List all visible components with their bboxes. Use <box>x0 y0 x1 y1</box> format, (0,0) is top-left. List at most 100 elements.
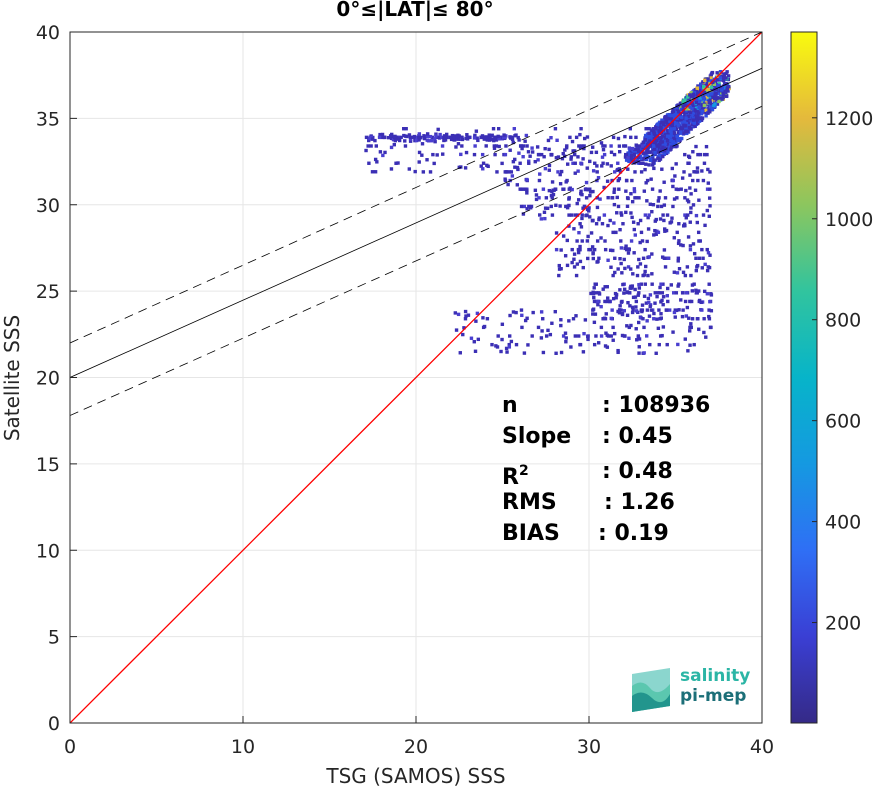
density-cell <box>694 288 698 292</box>
density-cell <box>655 317 659 321</box>
density-cell <box>693 87 698 92</box>
density-cell <box>559 318 563 322</box>
density-cell <box>682 222 687 226</box>
colorbar-ticks: 200 400 600 800 1000 1200 <box>812 108 873 635</box>
density-cell <box>630 215 634 220</box>
density-cell <box>407 133 412 137</box>
density-cell <box>663 229 667 233</box>
density-cell <box>565 162 570 166</box>
density-cell <box>694 100 699 105</box>
density-cell <box>526 343 530 347</box>
density-cell <box>651 161 656 165</box>
density-cell <box>544 334 549 338</box>
density-cell <box>618 170 623 174</box>
density-cell <box>647 163 651 167</box>
density-cell <box>578 222 582 226</box>
density-cell <box>684 121 688 126</box>
density-cell <box>639 230 644 235</box>
density-cell <box>679 103 684 107</box>
density-cell <box>681 243 685 248</box>
density-cell <box>704 88 709 92</box>
density-cell <box>709 75 713 79</box>
density-cell <box>547 163 552 168</box>
density-cell <box>538 213 542 217</box>
density-cell <box>634 196 639 200</box>
density-cell <box>660 291 665 295</box>
density-cell <box>669 283 673 287</box>
density-cell <box>638 218 643 223</box>
density-cell <box>693 106 697 110</box>
density-cell <box>660 167 664 171</box>
density-cell <box>676 123 680 127</box>
stat-n-value: : 108936 <box>602 393 711 418</box>
density-cell <box>647 255 651 259</box>
density-cell <box>661 325 666 329</box>
density-cell <box>616 204 621 209</box>
density-cell <box>514 310 518 315</box>
density-cell <box>708 204 712 208</box>
density-cell <box>539 217 544 221</box>
density-cell <box>726 74 731 78</box>
density-cell <box>575 213 580 217</box>
density-cell <box>648 293 653 297</box>
density-cell <box>669 118 673 122</box>
density-cell <box>616 178 620 183</box>
density-cell <box>375 160 379 164</box>
density-cell <box>690 90 694 95</box>
density-cell <box>665 286 670 291</box>
density-cell <box>670 166 675 171</box>
density-cell <box>616 348 620 353</box>
density-cell <box>691 94 695 99</box>
density-cell <box>642 273 647 277</box>
density-cell <box>526 150 531 154</box>
density-cell <box>599 325 604 330</box>
density-cell <box>609 144 613 148</box>
density-cell <box>637 257 641 262</box>
density-cell <box>579 161 583 165</box>
density-cell <box>597 256 601 260</box>
density-cell <box>509 339 514 344</box>
density-cell <box>564 340 568 344</box>
density-cell <box>588 159 592 164</box>
density-cell <box>557 267 562 271</box>
density-cell <box>684 107 689 111</box>
density-cell <box>543 146 547 151</box>
density-cell <box>683 113 687 117</box>
density-cell <box>516 167 520 172</box>
density-cell <box>585 239 590 243</box>
density-cell <box>592 342 597 347</box>
density-cell <box>580 239 584 243</box>
density-cell <box>717 99 721 104</box>
density-cell <box>654 351 658 355</box>
density-cell <box>624 178 629 183</box>
density-cell <box>556 155 561 159</box>
density-cell <box>615 195 619 200</box>
density-cell <box>697 105 701 110</box>
density-cell <box>500 135 504 140</box>
density-cell <box>640 156 644 161</box>
density-cell <box>718 70 723 74</box>
density-cell <box>653 140 658 144</box>
density-cell <box>689 210 693 215</box>
density-cell <box>697 99 702 104</box>
density-cell <box>677 308 681 312</box>
density-cell <box>660 255 665 259</box>
density-cell <box>697 85 701 89</box>
density-cell <box>553 187 558 191</box>
density-cell <box>627 146 632 150</box>
y-tick-label: 15 <box>36 454 60 476</box>
density-cell <box>588 215 592 219</box>
density-cell <box>705 92 709 96</box>
density-cell <box>645 199 649 203</box>
density-cell <box>708 253 712 257</box>
density-cell <box>586 337 590 342</box>
density-cell <box>662 148 667 153</box>
density-cell <box>597 216 601 220</box>
density-cell <box>692 121 696 125</box>
density-cell <box>656 199 661 203</box>
density-cell <box>690 122 694 127</box>
density-cell <box>692 170 696 174</box>
density-cell <box>689 325 693 330</box>
density-cell <box>709 309 714 313</box>
density-cell <box>589 247 593 252</box>
